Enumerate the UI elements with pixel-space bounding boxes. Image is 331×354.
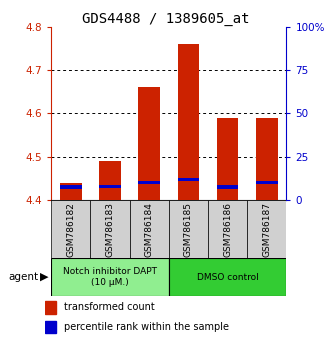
Bar: [51, 258, 169, 296]
Text: percentile rank within the sample: percentile rank within the sample: [64, 322, 228, 332]
Bar: [138, 87, 160, 200]
Bar: [169, 200, 208, 258]
Bar: [60, 183, 82, 200]
Bar: [90, 200, 130, 258]
Bar: [217, 118, 238, 200]
Bar: [99, 161, 121, 200]
Bar: [99, 185, 121, 188]
Text: GSM786184: GSM786184: [145, 202, 154, 257]
Bar: [130, 200, 169, 258]
Bar: [45, 321, 56, 333]
Bar: [256, 181, 277, 184]
Text: GDS4488 / 1389605_at: GDS4488 / 1389605_at: [82, 12, 249, 27]
Text: Notch inhibitor DAPT
(10 μM.): Notch inhibitor DAPT (10 μM.): [63, 267, 157, 287]
Bar: [45, 301, 56, 314]
Bar: [138, 181, 160, 184]
Text: GSM786187: GSM786187: [262, 202, 271, 257]
Text: GSM786183: GSM786183: [106, 202, 115, 257]
Text: GSM786182: GSM786182: [67, 202, 75, 257]
Text: GSM786186: GSM786186: [223, 202, 232, 257]
Bar: [178, 44, 199, 200]
Bar: [256, 118, 277, 200]
Bar: [208, 200, 247, 258]
Bar: [247, 200, 286, 258]
Text: ▶: ▶: [40, 272, 48, 282]
Text: agent: agent: [8, 272, 38, 282]
Bar: [51, 200, 90, 258]
Text: DMSO control: DMSO control: [197, 273, 259, 281]
Text: transformed count: transformed count: [64, 302, 154, 313]
Bar: [169, 258, 286, 296]
Bar: [217, 185, 238, 189]
Bar: [178, 178, 199, 181]
Bar: [60, 185, 82, 189]
Text: GSM786185: GSM786185: [184, 202, 193, 257]
